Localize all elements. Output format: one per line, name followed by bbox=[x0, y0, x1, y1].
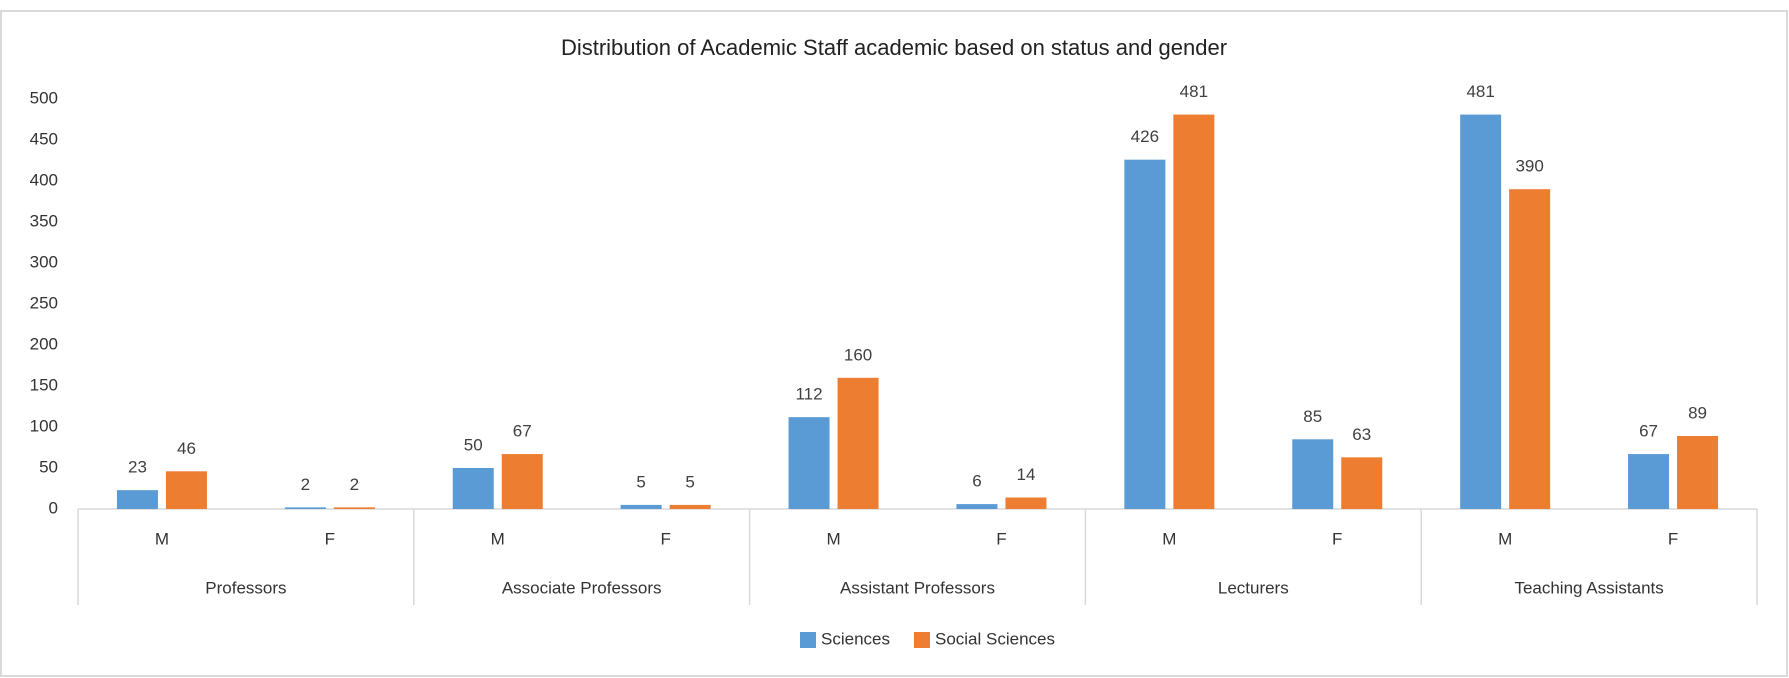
legend-swatch bbox=[913, 632, 930, 648]
bar bbox=[284, 507, 326, 509]
data-label: 85 bbox=[1303, 407, 1322, 426]
bar bbox=[1173, 114, 1215, 509]
group-label: Lecturers bbox=[1218, 578, 1289, 597]
data-label: 63 bbox=[1352, 425, 1371, 444]
x-tick-label: M bbox=[491, 529, 505, 548]
group-label: Assistant Professors bbox=[840, 578, 995, 597]
data-label: 2 bbox=[350, 475, 359, 494]
data-label: 23 bbox=[128, 458, 147, 477]
x-tick-label: M bbox=[1162, 529, 1176, 548]
data-label: 481 bbox=[1180, 82, 1208, 101]
x-tick-label: F bbox=[1668, 529, 1678, 548]
x-tick-label: F bbox=[325, 529, 335, 548]
legend-swatch bbox=[800, 632, 816, 648]
legend-label: Sciences bbox=[821, 629, 890, 648]
bar bbox=[620, 504, 662, 509]
bar bbox=[333, 507, 375, 509]
y-tick-label: 500 bbox=[30, 88, 58, 107]
data-label: 481 bbox=[1466, 82, 1494, 101]
x-tick-label: M bbox=[826, 529, 840, 548]
group-label: Professors bbox=[205, 578, 286, 597]
y-tick-label: 200 bbox=[30, 334, 58, 353]
data-label: 14 bbox=[1016, 465, 1035, 484]
bar bbox=[501, 454, 543, 509]
bar bbox=[165, 471, 207, 509]
bar bbox=[452, 468, 494, 509]
bar bbox=[837, 377, 879, 509]
data-label: 89 bbox=[1688, 404, 1707, 423]
data-label: 6 bbox=[972, 472, 981, 491]
y-tick-label: 0 bbox=[49, 498, 58, 517]
bar bbox=[1460, 114, 1502, 509]
data-label: 112 bbox=[795, 385, 822, 404]
data-label: 160 bbox=[844, 345, 872, 364]
x-tick-label: M bbox=[155, 529, 169, 548]
x-tick-label: F bbox=[660, 529, 670, 548]
y-tick-label: 150 bbox=[30, 375, 58, 394]
data-label: 67 bbox=[513, 422, 532, 441]
y-tick-label: 50 bbox=[39, 457, 58, 476]
data-label: 5 bbox=[685, 472, 694, 491]
data-label: 390 bbox=[1515, 157, 1543, 176]
legend-label: Social Sciences bbox=[935, 629, 1055, 648]
data-label: 67 bbox=[1639, 422, 1658, 441]
bar bbox=[956, 504, 998, 509]
y-tick-label: 300 bbox=[30, 252, 58, 271]
bar bbox=[116, 490, 158, 509]
bar bbox=[788, 417, 830, 509]
bar bbox=[1124, 159, 1166, 509]
data-label: 50 bbox=[464, 435, 483, 454]
bar bbox=[1292, 439, 1334, 509]
bar bbox=[1628, 454, 1670, 509]
group-label: Associate Professors bbox=[502, 578, 662, 597]
data-label: 426 bbox=[1131, 127, 1159, 146]
bar bbox=[1341, 457, 1383, 509]
y-tick-label: 250 bbox=[30, 293, 58, 312]
y-tick-label: 350 bbox=[30, 211, 58, 230]
group-label: Teaching Assistants bbox=[1514, 578, 1663, 597]
bar bbox=[669, 504, 711, 509]
x-tick-label: F bbox=[996, 529, 1006, 548]
bar bbox=[1677, 436, 1719, 509]
y-tick-label: 400 bbox=[30, 170, 58, 189]
data-label: 46 bbox=[177, 439, 196, 458]
x-tick-label: F bbox=[1332, 529, 1342, 548]
data-label: 2 bbox=[301, 475, 310, 494]
bar bbox=[1509, 189, 1551, 509]
y-tick-label: 100 bbox=[30, 416, 58, 435]
chart-title: Distribution of Academic Staff academic … bbox=[561, 35, 1227, 60]
bar bbox=[1005, 497, 1047, 509]
x-tick-label: M bbox=[1498, 529, 1512, 548]
y-tick-label: 450 bbox=[30, 129, 58, 148]
data-label: 5 bbox=[636, 472, 645, 491]
